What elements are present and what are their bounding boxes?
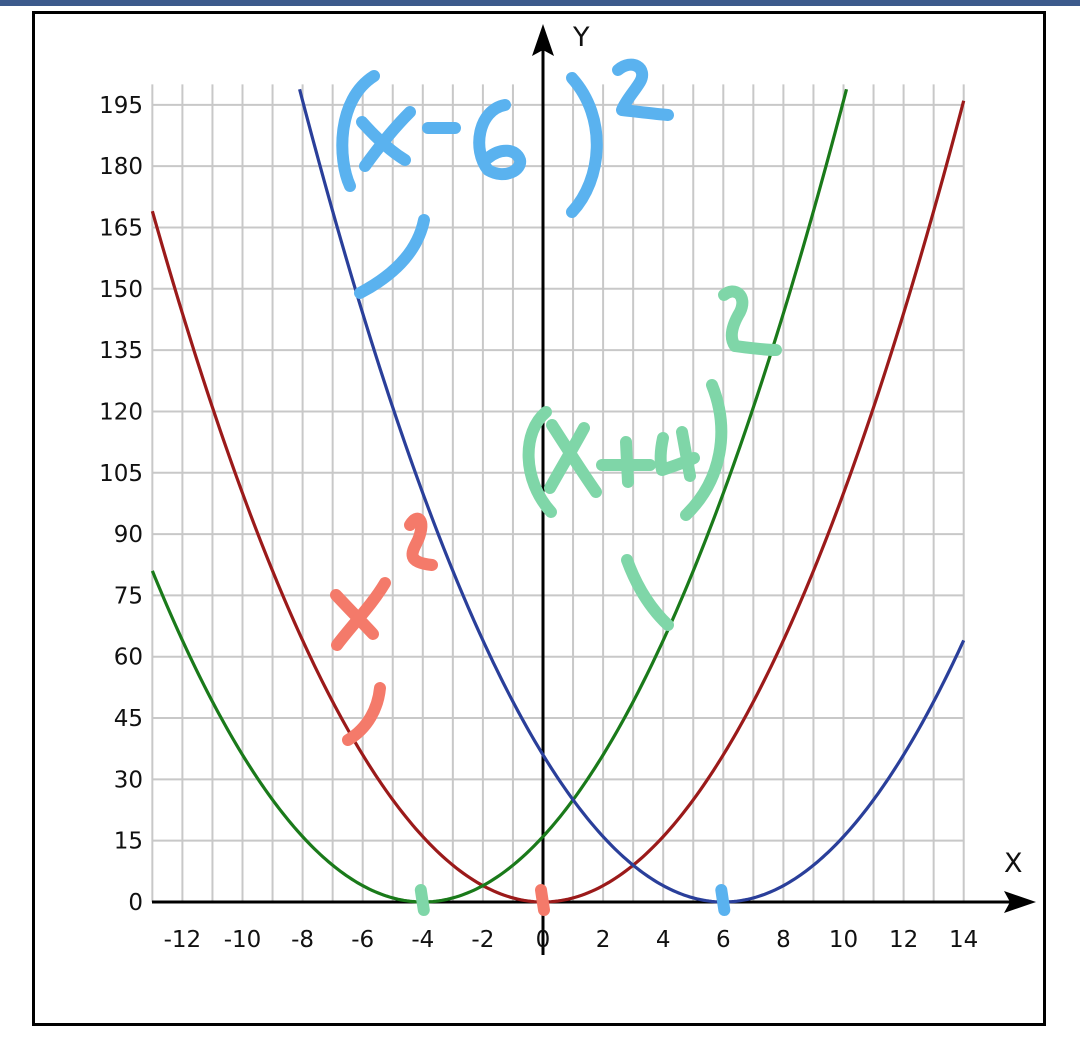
top-border-bar <box>0 0 1080 6</box>
y-tick-label: 30 <box>114 767 143 793</box>
vertex-markers <box>414 884 731 916</box>
y-axis-label: Y <box>572 22 590 53</box>
annotation-x-minus-6-squared <box>336 58 674 299</box>
series-curve-1 <box>150 100 966 904</box>
x-tick-label: -10 <box>224 927 262 953</box>
y-tick-label: 135 <box>99 338 143 364</box>
series-curves <box>150 88 966 904</box>
chart-frame <box>32 11 1046 1026</box>
x-tick-label: 8 <box>776 927 791 953</box>
x-tick-label: 4 <box>656 927 671 953</box>
tick-labels: -12 -10 -8 -6 -4 -2 0 2 4 6 8 10 12 14 0 15 30 45 60 75 90 10… <box>99 93 978 953</box>
annotation-x-squared <box>330 512 438 746</box>
y-tick-label: 0 <box>128 890 143 916</box>
annotation-x-plus-4-squared <box>522 285 782 631</box>
x-tick-label: -6 <box>351 927 374 953</box>
x-axis-arrow <box>1004 891 1036 913</box>
y-tick-label: 105 <box>99 461 143 487</box>
y-tick-label: 165 <box>99 215 143 241</box>
y-tick-label: 90 <box>114 522 143 548</box>
vertex-marker <box>715 884 731 916</box>
y-tick-label: 75 <box>114 583 143 609</box>
axes: X Y <box>152 22 1036 955</box>
y-axis-arrow <box>532 24 554 56</box>
x-tick-label: -12 <box>164 927 202 953</box>
x-tick-label: -2 <box>471 927 494 953</box>
x-tick-label: 14 <box>949 927 978 953</box>
x-tick-label: -8 <box>291 927 314 953</box>
y-tick-label: 180 <box>99 154 143 180</box>
x-tick-label: 6 <box>716 927 731 953</box>
x-axis-label: X <box>1004 848 1023 879</box>
x-tick-label: 10 <box>829 927 858 953</box>
series-curve-2 <box>150 88 849 904</box>
y-tick-label: 45 <box>114 706 143 732</box>
x-tick-label: 12 <box>889 927 918 953</box>
x-tick-label: 0 <box>536 927 551 953</box>
x-tick-label: 2 <box>596 927 611 953</box>
x-tick-label: -4 <box>411 927 434 953</box>
series-curve-3 <box>298 88 966 904</box>
y-tick-label: 15 <box>114 829 143 855</box>
grid <box>151 84 965 902</box>
handwritten-annotations <box>330 58 782 916</box>
y-tick-label: 120 <box>99 399 143 425</box>
vertex-marker <box>535 884 550 916</box>
y-tick-label: 60 <box>114 645 143 671</box>
y-tick-label: 195 <box>99 93 143 119</box>
y-tick-label: 150 <box>99 277 143 303</box>
vertex-marker <box>414 884 430 916</box>
